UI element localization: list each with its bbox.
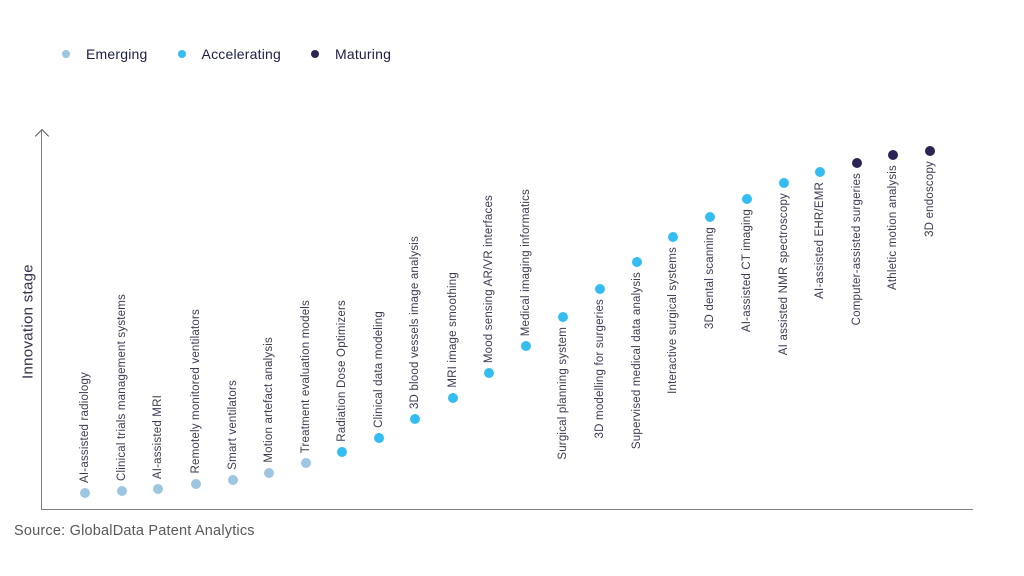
emerging-data-point: [117, 486, 127, 496]
data-point-label: Interactive surgical systems: [667, 247, 679, 394]
data-point-label: AI-assisted EHR/EMR: [814, 182, 826, 299]
maturing-data-point: [852, 158, 862, 168]
accelerating-data-point: [815, 167, 825, 177]
legend-label: Maturing: [334, 46, 392, 62]
emerging-data-point: [191, 479, 201, 489]
data-point-label: Clinical data modeling: [373, 311, 385, 428]
data-point-label: Computer-assisted surgeries: [851, 173, 863, 326]
data-point-label: 3D blood vessels image analysis: [409, 235, 421, 409]
accelerating-data-point: [668, 232, 678, 242]
emerging-data-point: [228, 475, 238, 485]
emerging-data-point: [264, 468, 274, 478]
accelerating-data-point: [374, 433, 384, 443]
data-point-label: Radiation Dose Optimizers: [336, 300, 348, 442]
data-point-label: AI-assisted radiology: [79, 372, 91, 483]
data-point-label: AI-assisted MRI: [152, 394, 164, 479]
accelerating-data-point: [484, 368, 494, 378]
data-point-label: Clinical trials management systems: [116, 293, 128, 481]
emerging-data-point: [153, 484, 163, 494]
y-axis-arrow-icon: [34, 128, 50, 144]
data-point-label: Smart ventilators: [227, 380, 239, 470]
legend-item-maturing: Maturing: [310, 46, 392, 62]
data-point-label: Motion artefact analysis: [263, 337, 275, 463]
accelerating-data-point: [632, 257, 642, 267]
accelerating-data-point: [595, 284, 605, 294]
data-point-label: AI assisted NMR spectroscopy: [778, 193, 790, 356]
accelerating-data-point: [558, 312, 568, 322]
accelerating-data-point: [742, 194, 752, 204]
accelerating-data-point: [779, 178, 789, 188]
data-point-label: 3D dental scanning: [704, 227, 716, 330]
maturing-data-point: [888, 150, 898, 160]
data-point-label: Surgical planning system: [557, 327, 569, 460]
data-point-label: Remotely monitored ventilators: [190, 309, 202, 474]
data-point-label: Supervised medical data analysis: [631, 272, 643, 450]
maturing-data-point: [925, 146, 935, 156]
emerging-data-point: [80, 488, 90, 498]
legend-label: Accelerating: [201, 46, 281, 62]
emerging-legend-dot-icon: [62, 50, 70, 58]
legend-label: Emerging: [86, 46, 148, 62]
legend-item-emerging: Emerging: [62, 46, 148, 62]
source-note: Source: GlobalData Patent Analytics: [14, 523, 255, 539]
y-axis-line: [41, 131, 42, 510]
y-axis-title: Innovation stage: [19, 264, 37, 379]
accelerating-legend-dot-icon: [177, 50, 186, 58]
x-axis-line: [41, 509, 973, 510]
accelerating-data-point: [410, 414, 420, 424]
data-point-label: MRI image smoothing: [447, 272, 459, 388]
accelerating-data-point: [337, 447, 347, 457]
legend-item-accelerating: Accelerating: [177, 46, 281, 62]
accelerating-data-point: [705, 212, 715, 222]
data-point-label: Mood sensing AR/VR interfaces: [483, 194, 495, 363]
data-point-label: 3D modelling for surgeries: [594, 299, 606, 439]
data-point-label: Athletic motion analysis: [887, 165, 899, 290]
data-point-label: AI-assisted CT imaging: [741, 209, 753, 333]
data-point-label: Treatment evaluation models: [300, 299, 312, 453]
emerging-data-point: [301, 458, 311, 468]
accelerating-data-point: [448, 393, 458, 403]
legend: Emerging Accelerating Maturing: [62, 46, 391, 62]
data-point-label: 3D endoscopy: [924, 161, 936, 237]
accelerating-data-point: [521, 341, 531, 351]
maturing-legend-dot-icon: [310, 50, 319, 58]
data-point-label: Medical imaging informatics: [520, 188, 532, 336]
